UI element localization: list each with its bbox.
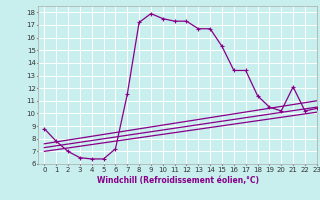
- X-axis label: Windchill (Refroidissement éolien,°C): Windchill (Refroidissement éolien,°C): [97, 176, 259, 185]
